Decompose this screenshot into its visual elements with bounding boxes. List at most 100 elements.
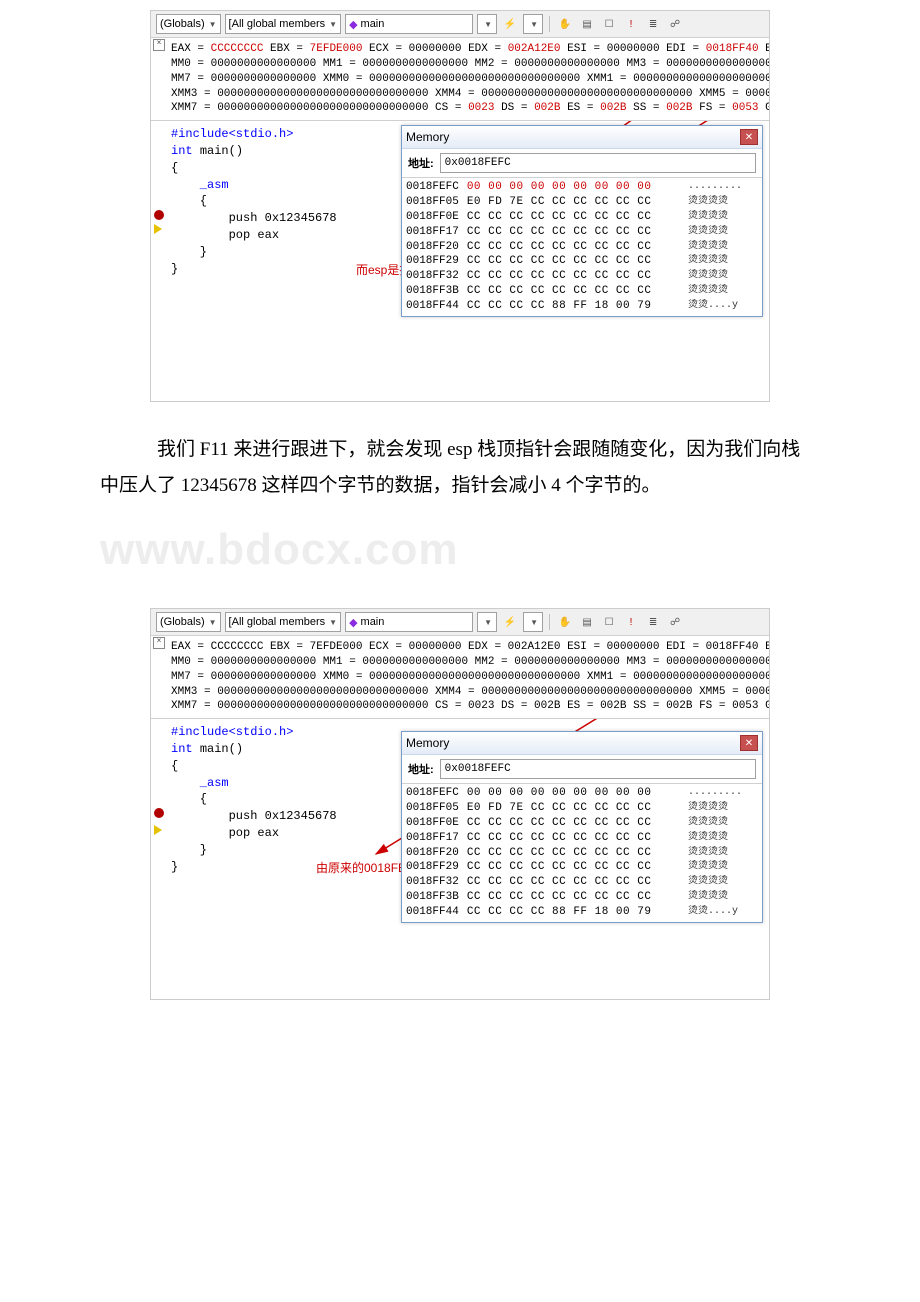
memory-row: 0018FF44CC CC CC CC 88 FF 18 00 79烫烫....… [406, 905, 758, 920]
wand-icon[interactable]: ⚡ [501, 15, 519, 33]
memory-row: 0018FF17CC CC CC CC CC CC CC CC CC烫烫烫烫 [406, 225, 758, 240]
memory-address-row: 地址: [402, 149, 762, 178]
memory-row: 0018FF0ECC CC CC CC CC CC CC CC CC烫烫烫烫 [406, 210, 758, 225]
hand-icon[interactable]: ✋ [556, 15, 574, 33]
close-icon[interactable]: ✕ [740, 735, 758, 751]
memory-title-text: Memory [406, 736, 449, 750]
chevron-down-icon: ▼ [209, 618, 217, 627]
separator [549, 614, 550, 630]
memory-row: 0018FF17CC CC CC CC CC CC CC CC CC烫烫烫烫 [406, 831, 758, 846]
reg-line-3: MM7 = 0000000000000000 XMM0 = 0000000000… [171, 670, 763, 685]
reg-line-1: EAX = CCCCCCCC EBX = 7EFDE000 ECX = 0000… [171, 42, 763, 57]
exclaim-icon[interactable]: ! [622, 15, 640, 33]
breakpoint-icon[interactable] [154, 210, 164, 220]
memory-body: 0018FEFC00 00 00 00 00 00 00 00 00......… [402, 178, 762, 316]
main-row: #include<stdio.h>int main(){ _asm { push… [151, 719, 769, 999]
chevron-down-icon: ▼ [329, 618, 337, 627]
reg-line-4: XMM3 = 00000000000000000000000000000000 … [171, 685, 763, 700]
memory-row: 0018FF44CC CC CC CC 88 FF 18 00 79烫烫....… [406, 299, 758, 314]
wand-icon[interactable]: ⚡ [501, 613, 519, 631]
reg-line-3: MM7 = 0000000000000000 XMM0 = 0000000000… [171, 72, 763, 87]
exclaim-icon[interactable]: ! [622, 613, 640, 631]
panel-close-icon[interactable]: × [153, 637, 165, 649]
memory-row: 0018FF32CC CC CC CC CC CC CC CC CC烫烫烫烫 [406, 875, 758, 890]
diamond-icon: ◆ [349, 616, 357, 629]
chevron-down-icon: ▼ [329, 20, 337, 29]
members-combo[interactable]: [All global members ▼ [225, 612, 342, 632]
close-icon[interactable]: ✕ [740, 129, 758, 145]
members-combo[interactable]: [All global members ▼ [225, 14, 342, 34]
memory-row: 0018FF20CC CC CC CC CC CC CC CC CC烫烫烫烫 [406, 846, 758, 861]
toolbar: (Globals) ▼ [All global members ▼ ◆ main… [151, 609, 769, 636]
memory-row: 0018FF05E0 FD 7E CC CC CC CC CC CC烫烫烫烫 [406, 195, 758, 210]
scope-combo-text: (Globals) [160, 18, 205, 30]
current-line-arrow-icon [154, 224, 162, 234]
list-icon[interactable]: ≣ [644, 613, 662, 631]
memory-titlebar[interactable]: Memory ✕ [402, 126, 762, 149]
memory-row: 0018FF05E0 FD 7E CC CC CC CC CC CC烫烫烫烫 [406, 801, 758, 816]
function-combo[interactable]: ◆ main [345, 14, 473, 34]
link-icon[interactable]: ☍ [666, 15, 684, 33]
registers-panel: × EAX = CCCCCCCC EBX = 7EFDE000 ECX = 00… [151, 38, 769, 121]
hand-icon[interactable]: ✋ [556, 613, 574, 631]
reg-line-4: XMM3 = 00000000000000000000000000000000 … [171, 87, 763, 102]
memory-row: 0018FF29CC CC CC CC CC CC CC CC CC烫烫烫烫 [406, 860, 758, 875]
separator [549, 16, 550, 32]
function-combo-text: main [361, 616, 385, 628]
memory-address-row: 地址: [402, 755, 762, 784]
small-combo[interactable]: ▼ [477, 612, 497, 632]
function-combo[interactable]: ◆ main [345, 612, 473, 632]
debugger-screenshot-1: (Globals) ▼ [All global members ▼ ◆ main… [150, 10, 770, 402]
memory-row: 0018FF20CC CC CC CC CC CC CC CC CC烫烫烫烫 [406, 240, 758, 255]
watermark-text: www.bdocx.com [100, 525, 459, 574]
page-icon[interactable]: ☐ [600, 613, 618, 631]
book-icon[interactable]: ▤ [578, 15, 596, 33]
link-icon[interactable]: ☍ [666, 613, 684, 631]
function-combo-text: main [361, 18, 385, 30]
reg-line-2: MM0 = 0000000000000000 MM1 = 00000000000… [171, 655, 763, 670]
current-line-arrow-icon [154, 825, 162, 835]
memory-body: 0018FEFC00 00 00 00 00 00 00 00 00......… [402, 784, 762, 922]
members-combo-text: [All global members [229, 18, 326, 30]
toolbar: (Globals) ▼ [All global members ▼ ◆ main… [151, 11, 769, 38]
diamond-icon: ◆ [349, 18, 357, 31]
reg-line-1: EAX = CCCCCCCC EBX = 7EFDE000 ECX = 0000… [171, 640, 763, 655]
small-combo[interactable]: ▼ [477, 14, 497, 34]
para-text: 我们 F11 来进行跟进下，就会发现 esp 栈顶指针会跟随随变化，因为我们向栈… [100, 439, 800, 496]
main-row: #include<stdio.h>int main(){ _asm { push… [151, 121, 769, 401]
page-icon[interactable]: ☐ [600, 15, 618, 33]
memory-titlebar[interactable]: Memory ✕ [402, 732, 762, 755]
chevron-down-icon: ▼ [209, 20, 217, 29]
memory-window: Memory ✕ 地址: 0018FEFC00 00 00 00 00 00 0… [401, 125, 763, 317]
memory-address-label: 地址: [408, 761, 434, 777]
memory-row: 0018FF29CC CC CC CC CC CC CC CC CC烫烫烫烫 [406, 254, 758, 269]
reg-line-2: MM0 = 0000000000000000 MM1 = 00000000000… [171, 57, 763, 72]
members-combo-text: [All global members [229, 616, 326, 628]
registers-panel: × EAX = CCCCCCCC EBX = 7EFDE000 ECX = 00… [151, 636, 769, 719]
memory-row: 0018FF3BCC CC CC CC CC CC CC CC CC烫烫烫烫 [406, 890, 758, 905]
scope-combo-text: (Globals) [160, 616, 205, 628]
explanation-paragraph: 我们 F11 来进行跟进下，就会发现 esp 栈顶指针会跟随随变化，因为我们向栈… [100, 432, 810, 588]
memory-address-label: 地址: [408, 155, 434, 171]
memory-row: 0018FF32CC CC CC CC CC CC CC CC CC烫烫烫烫 [406, 269, 758, 284]
para-indent [100, 439, 157, 460]
reg-line-5: XMM7 = 00000000000000000000000000000000 … [171, 101, 763, 116]
reg-line-5: XMM7 = 00000000000000000000000000000000 … [171, 699, 763, 714]
debugger-screenshot-2: (Globals) ▼ [All global members ▼ ◆ main… [150, 608, 770, 1000]
panel-close-icon[interactable]: × [153, 39, 165, 51]
book-icon[interactable]: ▤ [578, 613, 596, 631]
memory-title-text: Memory [406, 130, 449, 144]
small-combo-2[interactable]: ▼ [523, 612, 543, 632]
small-combo-2[interactable]: ▼ [523, 14, 543, 34]
memory-row: 0018FF0ECC CC CC CC CC CC CC CC CC烫烫烫烫 [406, 816, 758, 831]
memory-row: 0018FEFC00 00 00 00 00 00 00 00 00......… [406, 786, 758, 801]
scope-combo[interactable]: (Globals) ▼ [156, 612, 221, 632]
memory-row: 0018FEFC00 00 00 00 00 00 00 00 00......… [406, 180, 758, 195]
memory-address-input[interactable] [440, 759, 756, 779]
memory-address-input[interactable] [440, 153, 756, 173]
list-icon[interactable]: ≣ [644, 15, 662, 33]
breakpoint-icon[interactable] [154, 808, 164, 818]
memory-window: Memory ✕ 地址: 0018FEFC00 00 00 00 00 00 0… [401, 731, 763, 923]
memory-row: 0018FF3BCC CC CC CC CC CC CC CC CC烫烫烫烫 [406, 284, 758, 299]
scope-combo[interactable]: (Globals) ▼ [156, 14, 221, 34]
